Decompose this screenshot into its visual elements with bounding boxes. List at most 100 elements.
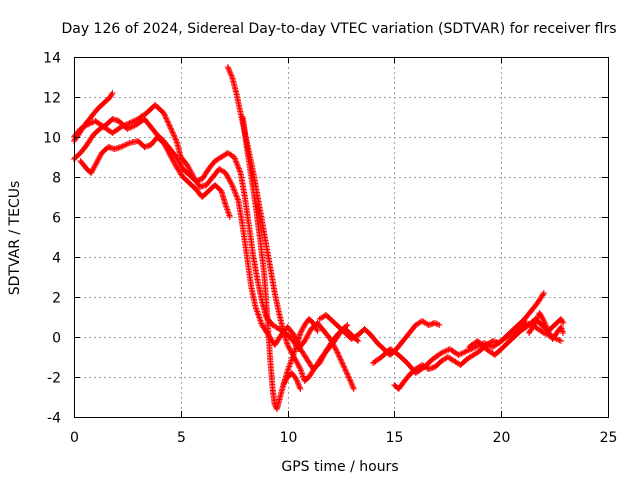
data-point	[540, 330, 547, 336]
data-point	[89, 167, 96, 174]
data-point	[338, 357, 345, 364]
data-point	[167, 152, 174, 158]
data-point	[347, 378, 354, 385]
data-point	[484, 341, 490, 348]
data-point	[542, 322, 549, 329]
series-6	[239, 114, 321, 412]
data-point	[175, 156, 181, 163]
data-point	[540, 291, 547, 298]
data-point	[348, 380, 355, 387]
data-point	[559, 318, 566, 325]
data-point	[130, 123, 137, 130]
data-point	[229, 183, 236, 190]
data-point	[333, 346, 339, 353]
data-point	[303, 335, 310, 342]
data-point	[338, 359, 345, 366]
data-point	[343, 323, 350, 329]
data-point	[172, 135, 179, 142]
data-point	[171, 132, 177, 139]
data-point	[128, 124, 135, 130]
data-point	[540, 318, 547, 324]
data-point	[335, 350, 341, 357]
data-point	[306, 330, 312, 336]
y-tick-label: 0	[52, 331, 61, 347]
data-point	[534, 315, 541, 322]
data-point	[339, 360, 346, 367]
data-point	[228, 72, 235, 79]
data-point	[464, 348, 470, 354]
data-point	[291, 333, 298, 340]
x-tick-label: 10	[280, 430, 298, 446]
data-point	[296, 384, 303, 391]
data-point	[345, 374, 352, 381]
x-tick-label: 25	[600, 430, 618, 446]
data-point	[558, 338, 564, 344]
plot-frame	[74, 57, 609, 418]
data-point	[461, 349, 468, 356]
data-point	[108, 91, 115, 98]
data-point	[350, 386, 357, 392]
data-point	[284, 342, 291, 348]
series-4	[77, 134, 233, 220]
data-point	[232, 158, 239, 165]
data-point	[162, 112, 168, 119]
data-point	[283, 376, 290, 383]
data-point	[558, 316, 564, 322]
data-point	[342, 367, 349, 374]
data-series	[71, 64, 567, 412]
data-point	[485, 342, 492, 348]
data-point	[560, 330, 567, 336]
data-point	[88, 168, 95, 175]
data-point	[90, 166, 97, 172]
series-7	[280, 370, 304, 392]
data-point	[230, 186, 237, 193]
data-point	[118, 144, 124, 150]
data-point	[165, 119, 172, 126]
data-point	[335, 352, 342, 359]
data-point	[109, 90, 116, 96]
data-point	[107, 94, 114, 100]
data-point	[355, 338, 362, 344]
data-point	[160, 110, 167, 116]
data-point	[224, 172, 231, 179]
data-point	[187, 167, 194, 174]
data-point	[343, 369, 350, 375]
data-point	[538, 314, 545, 320]
data-point	[313, 325, 320, 332]
data-point	[163, 145, 170, 152]
data-point	[333, 348, 340, 354]
grid-lines	[74, 57, 608, 417]
data-point	[224, 64, 231, 70]
data-point	[93, 159, 100, 166]
data-point	[231, 155, 238, 162]
data-point	[313, 326, 320, 333]
data-point	[281, 379, 288, 386]
data-point	[93, 160, 100, 167]
data-point	[166, 150, 173, 157]
y-tick-label: 8	[52, 171, 61, 187]
data-point	[170, 157, 176, 164]
data-point	[164, 118, 171, 125]
y-tick-label: 6	[52, 211, 61, 227]
data-point	[222, 170, 229, 176]
data-point	[88, 170, 95, 176]
data-point	[125, 140, 132, 147]
data-point	[168, 126, 175, 133]
data-point	[295, 381, 302, 388]
data-point	[165, 149, 172, 156]
data-point	[336, 355, 343, 361]
data-point	[439, 349, 446, 356]
data-point	[223, 171, 230, 178]
data-point	[161, 141, 168, 148]
data-point	[556, 337, 563, 344]
data-point	[546, 330, 553, 337]
data-point	[167, 125, 174, 132]
data-point	[342, 366, 349, 373]
data-point	[95, 156, 102, 163]
data-point	[312, 324, 319, 330]
data-point	[532, 320, 539, 326]
data-point	[226, 176, 233, 183]
data-point	[177, 162, 184, 168]
data-point	[162, 114, 169, 121]
data-point	[340, 362, 347, 368]
